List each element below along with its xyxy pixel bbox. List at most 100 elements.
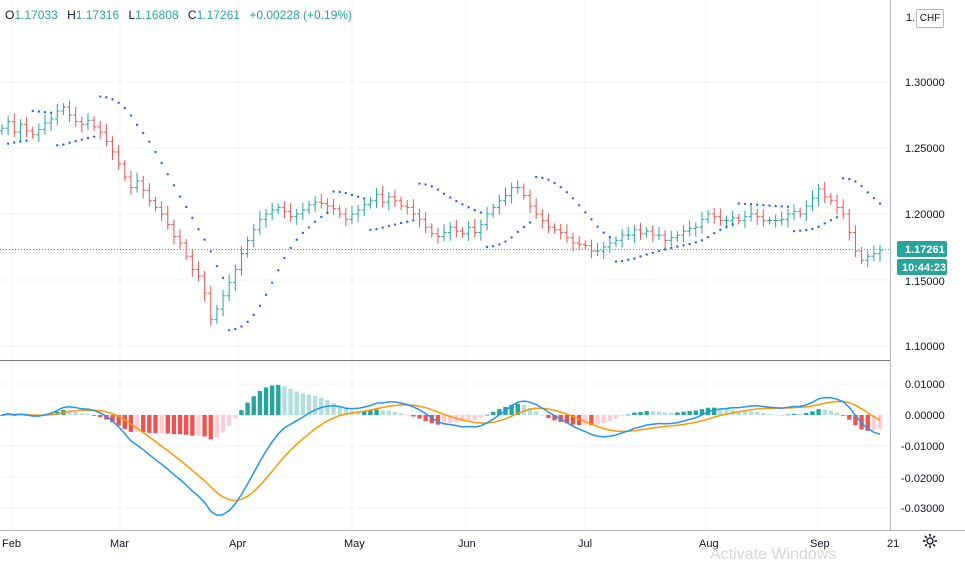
low-value: 1.16808 <box>135 8 179 22</box>
sar-dot <box>19 140 22 143</box>
histogram-bar <box>441 415 447 425</box>
histogram-bar <box>755 411 760 415</box>
histogram-bar <box>362 410 367 415</box>
time-axis[interactable]: Feb Mar Apr May Jun Jul Aug Sep 21 <box>2 538 899 550</box>
histogram-bar <box>343 409 349 415</box>
sar-dot <box>332 190 335 193</box>
histogram-bar <box>67 410 72 415</box>
indicator-axis[interactable]: 0.01000 0.00000 -0.01000 -0.02000 -0.030… <box>901 379 945 515</box>
histogram-bar <box>490 411 496 415</box>
settings-gear-icon[interactable] <box>922 533 938 549</box>
histogram-bar <box>417 415 422 419</box>
histogram-bar <box>816 409 821 415</box>
histogram-bar <box>564 415 570 424</box>
sar-dot <box>6 142 10 145</box>
histogram-bar <box>380 410 385 415</box>
histogram-bar <box>669 412 674 415</box>
histogram-bar <box>245 402 250 415</box>
histogram-bar <box>785 414 791 416</box>
histogram-bar <box>619 415 625 417</box>
low-label: L <box>128 8 136 22</box>
sar-dot <box>49 111 53 114</box>
sar-dot <box>798 229 802 232</box>
histogram-bar <box>276 384 281 415</box>
currency-button[interactable]: CHF <box>916 9 944 28</box>
sar-dot <box>811 227 814 231</box>
histogram-bar <box>791 413 797 415</box>
sar-dot <box>135 123 139 127</box>
sar-dot <box>479 211 483 214</box>
sar-dot <box>805 228 808 232</box>
sar-dot <box>129 114 133 117</box>
histogram-bar <box>294 391 299 415</box>
sar-dot <box>203 238 206 241</box>
sar-dot <box>749 203 753 206</box>
indicator-tick: 0.00000 <box>905 410 945 422</box>
sar-dot <box>676 245 679 248</box>
sar-dot <box>762 203 765 207</box>
sar-dot <box>541 176 544 180</box>
sar-dot <box>43 110 47 114</box>
histogram-bar <box>435 415 441 425</box>
histogram-bar <box>779 414 784 416</box>
sar-dot <box>854 180 857 183</box>
histogram-bar <box>337 405 342 415</box>
sar-dot <box>614 260 618 263</box>
histogram-bar <box>460 415 465 422</box>
sar-dot <box>418 182 421 185</box>
sar-dot <box>823 222 826 225</box>
histogram-bar <box>576 415 582 426</box>
sar-dot <box>123 106 126 110</box>
grid-lines <box>0 0 890 530</box>
countdown-tag <box>897 259 947 275</box>
sar-dot <box>252 313 255 317</box>
sar-dot <box>166 173 169 176</box>
histogram-bar <box>681 411 686 415</box>
histogram-bar <box>521 405 527 415</box>
sar-dot <box>191 216 194 220</box>
current-price-value: 1.17261 <box>905 244 945 256</box>
histogram-bar <box>515 403 520 415</box>
sar-dot <box>105 96 108 99</box>
sar-dot <box>399 221 403 225</box>
histogram-bar <box>411 415 416 417</box>
sar-dot <box>657 249 661 253</box>
histogram-bar <box>865 415 870 431</box>
time-label: Mar <box>110 538 129 550</box>
sar-dot <box>326 211 329 215</box>
sar-dot <box>510 236 513 239</box>
histogram-bar <box>423 415 428 421</box>
price-tick: 1.30000 <box>905 77 945 89</box>
sar-dot <box>117 101 120 104</box>
sar-dot <box>780 205 783 208</box>
sar-dot <box>504 240 507 243</box>
sar-dot <box>86 136 90 140</box>
sar-dot <box>381 226 384 229</box>
sar-dot <box>565 190 569 194</box>
sar-dot <box>694 241 698 244</box>
histogram-bar <box>190 415 195 436</box>
sar-dot <box>602 231 605 234</box>
high-label: H <box>67 8 76 22</box>
sar-dot <box>68 141 71 145</box>
current-price-tag <box>897 241 947 257</box>
sar-dot <box>645 253 648 256</box>
sar-dot <box>13 141 16 144</box>
sar-dot <box>62 143 65 146</box>
histogram-bar <box>300 393 306 415</box>
sar-dot <box>111 98 114 101</box>
histogram-bar <box>583 415 588 426</box>
sar-dot <box>835 216 839 219</box>
price-axis[interactable]: 1. 1.30000 1.25000 1.20000 1.15000 1.100… <box>905 12 945 353</box>
histogram-bar <box>662 412 668 415</box>
histogram-bar <box>288 389 293 415</box>
sar-dot <box>92 135 96 138</box>
histogram-bar <box>282 386 287 415</box>
sar-dot <box>559 185 562 189</box>
histogram-bar <box>177 415 183 435</box>
histogram-bar <box>405 414 410 416</box>
sar-dot <box>436 188 440 191</box>
histogram-bar <box>104 415 109 420</box>
sar-dot <box>277 269 280 272</box>
